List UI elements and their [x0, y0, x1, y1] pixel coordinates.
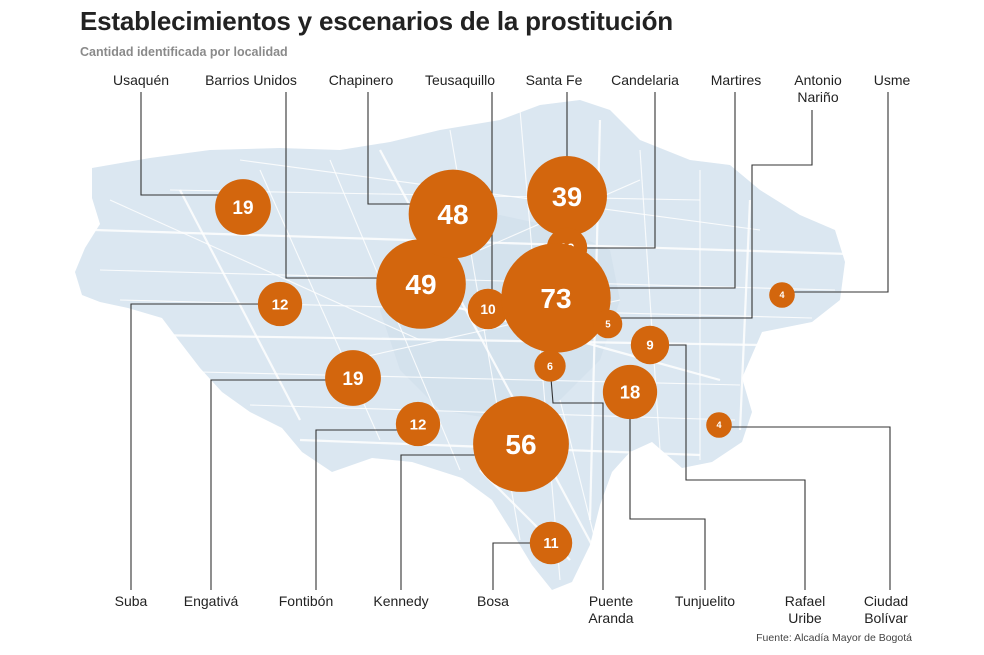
bubbles: 1949481039107354121912561161894: [215, 156, 795, 565]
locality-label-chapinero: Chapinero: [329, 72, 394, 88]
leader-line-rafael-uribe: [650, 344, 806, 590]
leader-line-tunjuelito: [629, 392, 706, 590]
bubble-bosa: [529, 521, 573, 565]
locality-label-ciudad-bolivar: Ciudad Bolívar: [864, 593, 908, 626]
bubble-teusaquillo: [467, 288, 509, 330]
bubble-usme: [769, 282, 795, 308]
bubble-puente-aranda: [534, 350, 566, 382]
leader-line-barrios-unidos: [285, 92, 421, 279]
leader-line-suba: [130, 303, 280, 590]
bubble-value-rafael-uribe: 9: [646, 338, 653, 353]
bubble-value-bosa: 11: [543, 536, 558, 552]
bubble-kennedy: [473, 396, 569, 492]
leader-line-puente-aranda: [549, 365, 604, 590]
locality-label-puente-aranda: Puente Aranda: [588, 593, 633, 626]
bubble-fontibon: [395, 401, 441, 447]
bubble-value-engativa: 19: [342, 369, 363, 390]
leader-line-fontibon: [315, 429, 418, 590]
source-note: Fuente: Alcadía Mayor de Bogotá: [756, 632, 912, 644]
locality-label-antonio-narino: Antonio Nariño: [794, 72, 842, 105]
locality-label-engativa: Engativá: [184, 593, 239, 609]
street-line: [738, 199, 752, 431]
chart-subtitle: Cantidad identificada por localidad: [80, 45, 288, 59]
leader-line-usaquen: [140, 92, 243, 196]
bubble-value-santa-fe: 39: [552, 181, 582, 212]
street-line: [94, 228, 881, 257]
street-line: [239, 159, 761, 231]
bubble-tunjuelito: [602, 364, 658, 420]
bubble-value-chapinero: 48: [437, 199, 468, 230]
locality-label-suba: Suba: [115, 593, 148, 609]
bubble-engativa: [325, 350, 381, 406]
bubble-value-tunjuelito: 18: [620, 382, 641, 403]
locality-label-candelaria: Candelaria: [611, 72, 679, 88]
bubble-value-puente-aranda: 6: [547, 361, 553, 373]
bubble-ciudad-bolivar: [706, 412, 732, 438]
locality-label-martires: Martires: [711, 72, 762, 88]
bubble-usaquen: [215, 179, 271, 235]
locality-labels: Usaquén Barrios Unidos Chapinero Teusaquill…: [113, 72, 911, 626]
leader-line-martires: [556, 92, 736, 289]
bubble-value-suba: 12: [272, 296, 289, 313]
locality-label-kennedy: Kennedy: [373, 593, 428, 609]
bubble-suba: [257, 281, 303, 327]
leader-line-antonio-narino: [608, 110, 813, 319]
leader-line-ciudad-bolivar: [719, 426, 891, 590]
locality-label-barrios-unidos: Barrios Unidos: [205, 72, 297, 88]
chart-title: Establecimientos y escenarios de la pros…: [80, 6, 673, 36]
leader-line-engativa: [210, 379, 353, 590]
bubble-value-martires: 73: [540, 283, 571, 314]
bubble-value-usaquen: 19: [232, 198, 253, 219]
city-map-shape: [75, 100, 845, 590]
street-line: [109, 199, 421, 341]
bubble-rafael-uribe: [630, 325, 670, 365]
locality-label-usaquen: Usaquén: [113, 72, 169, 88]
leader-line-candelaria: [567, 92, 656, 249]
street-line: [559, 399, 601, 561]
locality-label-bosa: Bosa: [477, 593, 509, 609]
locality-label-santa-fe: Santa Fe: [526, 72, 583, 88]
street-line: [639, 149, 661, 451]
bubble-chapinero: [408, 169, 498, 259]
locality-label-teusaquillo: Teusaquillo: [425, 72, 495, 88]
bubble-value-ciudad-bolivar: 4: [716, 420, 721, 430]
street-line: [179, 189, 301, 421]
bubble-value-barrios-unidos: 49: [405, 269, 436, 300]
bubble-martires: [501, 243, 611, 353]
locality-label-tunjuelito: Tunjuelito: [675, 593, 735, 609]
locality-label-fontibon: Fontibón: [279, 593, 333, 609]
bubble-antonio-narino: [593, 309, 623, 339]
bubble-value-usme: 4: [779, 290, 784, 300]
bubble-value-fontibon: 12: [410, 416, 427, 433]
bubble-barrios-unidos: [376, 239, 466, 329]
locality-label-rafael-uribe: Rafael Uribe: [785, 593, 825, 626]
locality-label-usme: Usme: [874, 72, 911, 88]
leader-line-usme: [782, 92, 889, 293]
bubble-value-kennedy: 56: [505, 429, 536, 460]
bubble-value-antonio-narino: 5: [605, 320, 611, 331]
bubble-santa-fe: [527, 156, 607, 236]
bubble-value-teusaquillo: 10: [480, 302, 496, 317]
